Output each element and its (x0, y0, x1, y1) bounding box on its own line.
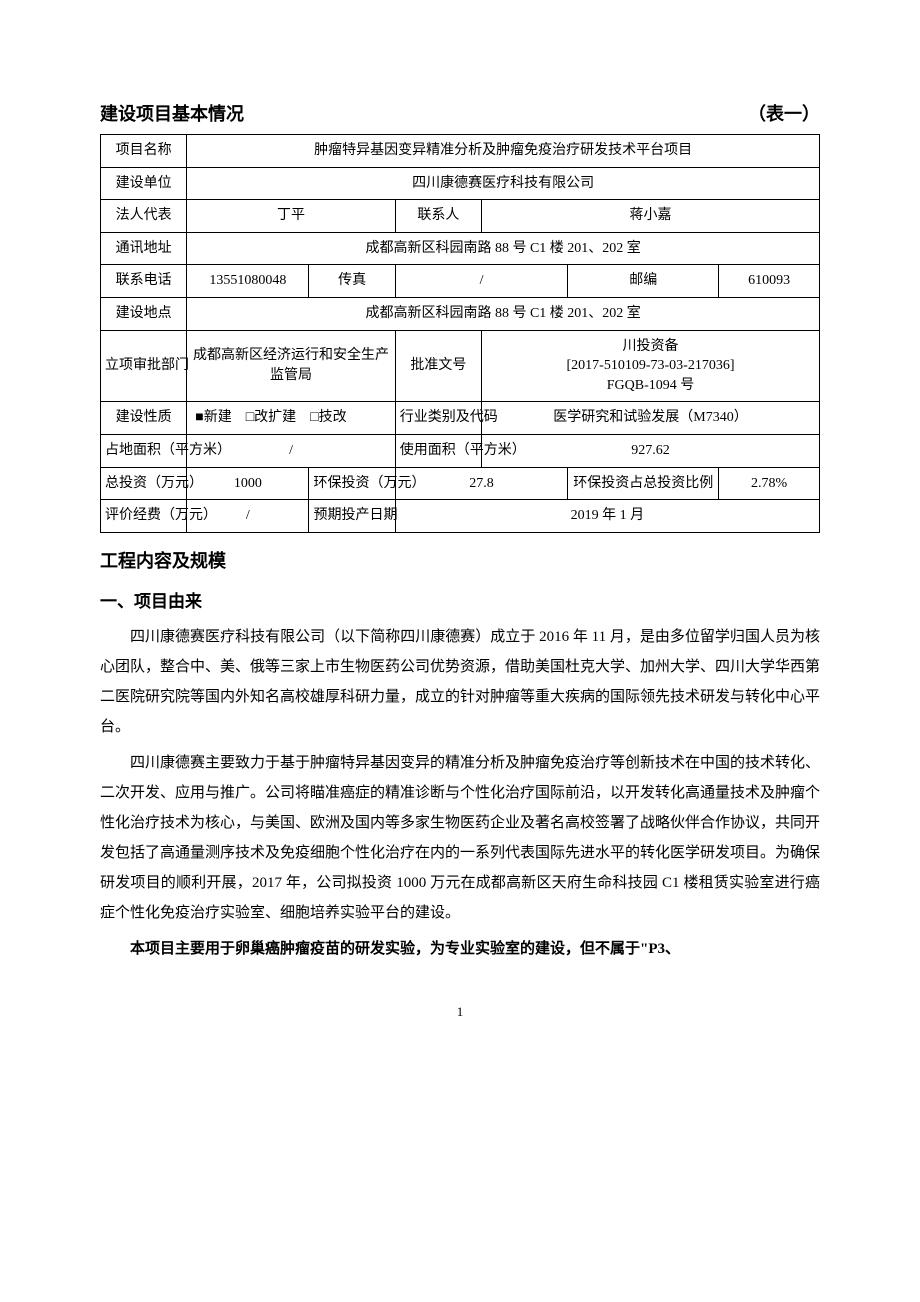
page-header: 建设项目基本情况 （表一） (100, 100, 820, 126)
label-project-name: 项目名称 (101, 135, 187, 168)
value-approval-dept: 成都高新区经济运行和安全生产监管局 (187, 330, 395, 402)
page-number: 1 (100, 1004, 820, 1020)
table-row: 评价经费（万元） / 预期投产日期 2019 年 1 月 (101, 500, 820, 533)
table-row: 立项审批部门 成都高新区经济运行和安全生产监管局 批准文号 川投资备 [2017… (101, 330, 820, 402)
value-contact-person: 蒋小嘉 (482, 200, 820, 233)
value-build-unit: 四川康德赛医疗科技有限公司 (187, 167, 820, 200)
label-legal-rep: 法人代表 (101, 200, 187, 233)
label-contact-person: 联系人 (395, 200, 481, 233)
header-title: 建设项目基本情况 (100, 100, 244, 126)
value-industry: 医学研究和试验发展（M7340） (482, 402, 820, 435)
label-use-area: 使用面积（平方米） (395, 434, 481, 467)
value-env-ratio: 2.78% (719, 467, 820, 500)
label-env-ratio: 环保投资占总投资比例 (568, 467, 719, 500)
value-phone: 13551080048 (187, 265, 309, 298)
section-origin-title: 一、项目由来 (100, 587, 820, 612)
label-address: 通讯地址 (101, 232, 187, 265)
paragraph-2: 四川康德赛主要致力于基于肿瘤特异基因变异的精准分析及肿瘤免疫治疗等创新技术在中国… (100, 748, 820, 928)
label-nature: 建设性质 (101, 402, 187, 435)
value-total-invest: 1000 (187, 467, 309, 500)
value-postcode: 610093 (719, 265, 820, 298)
label-build-unit: 建设单位 (101, 167, 187, 200)
label-approval-no: 批准文号 (395, 330, 481, 402)
table-row: 项目名称 肿瘤特异基因变异精准分析及肿瘤免疫治疗研发技术平台项目 (101, 135, 820, 168)
table-row: 建设性质 ■新建 □改扩建 □技改 行业类别及代码 医学研究和试验发展（M734… (101, 402, 820, 435)
value-project-name: 肿瘤特异基因变异精准分析及肿瘤免疫治疗研发技术平台项目 (187, 135, 820, 168)
paragraph-1: 四川康德赛医疗科技有限公司（以下简称四川康德赛）成立于 2016 年 11 月，… (100, 622, 820, 742)
value-approval-no: 川投资备 [2017-510109-73-03-217036] FGQB-109… (482, 330, 820, 402)
table-row: 法人代表 丁平 联系人 蒋小嘉 (101, 200, 820, 233)
table-row: 建设地点 成都高新区科园南路 88 号 C1 楼 201、202 室 (101, 297, 820, 330)
label-approval-dept: 立项审批部门 (101, 330, 187, 402)
table-row: 通讯地址 成都高新区科园南路 88 号 C1 楼 201、202 室 (101, 232, 820, 265)
table-row: 联系电话 13551080048 传真 / 邮编 610093 (101, 265, 820, 298)
value-fax: / (395, 265, 568, 298)
header-table-marker: （表一） (748, 100, 820, 126)
table-row: 总投资（万元） 1000 环保投资（万元） 27.8 环保投资占总投资比例 2.… (101, 467, 820, 500)
project-info-table: 项目名称 肿瘤特异基因变异精准分析及肿瘤免疫治疗研发技术平台项目 建设单位 四川… (100, 134, 820, 533)
value-legal-rep: 丁平 (187, 200, 395, 233)
label-env-invest: 环保投资（万元） (309, 467, 395, 500)
label-industry: 行业类别及代码 (395, 402, 481, 435)
label-fax: 传真 (309, 265, 395, 298)
section-scope-title: 工程内容及规模 (100, 547, 820, 573)
label-postcode: 邮编 (568, 265, 719, 298)
label-eval-fee: 评价经费（万元） (101, 500, 187, 533)
value-address: 成都高新区科园南路 88 号 C1 楼 201、202 室 (187, 232, 820, 265)
value-expected-date: 2019 年 1 月 (395, 500, 819, 533)
label-expected-date: 预期投产日期 (309, 500, 395, 533)
paragraph-3: 本项目主要用于卵巢癌肿瘤疫苗的研发实验，为专业实验室的建设，但不属于"P3、 (100, 934, 820, 964)
value-build-location: 成都高新区科园南路 88 号 C1 楼 201、202 室 (187, 297, 820, 330)
label-phone: 联系电话 (101, 265, 187, 298)
value-use-area: 927.62 (482, 434, 820, 467)
table-row: 建设单位 四川康德赛医疗科技有限公司 (101, 167, 820, 200)
label-total-invest: 总投资（万元） (101, 467, 187, 500)
value-nature: ■新建 □改扩建 □技改 (187, 402, 395, 435)
table-row: 占地面积（平方米） / 使用面积（平方米） 927.62 (101, 434, 820, 467)
label-land-area: 占地面积（平方米） (101, 434, 187, 467)
label-build-location: 建设地点 (101, 297, 187, 330)
